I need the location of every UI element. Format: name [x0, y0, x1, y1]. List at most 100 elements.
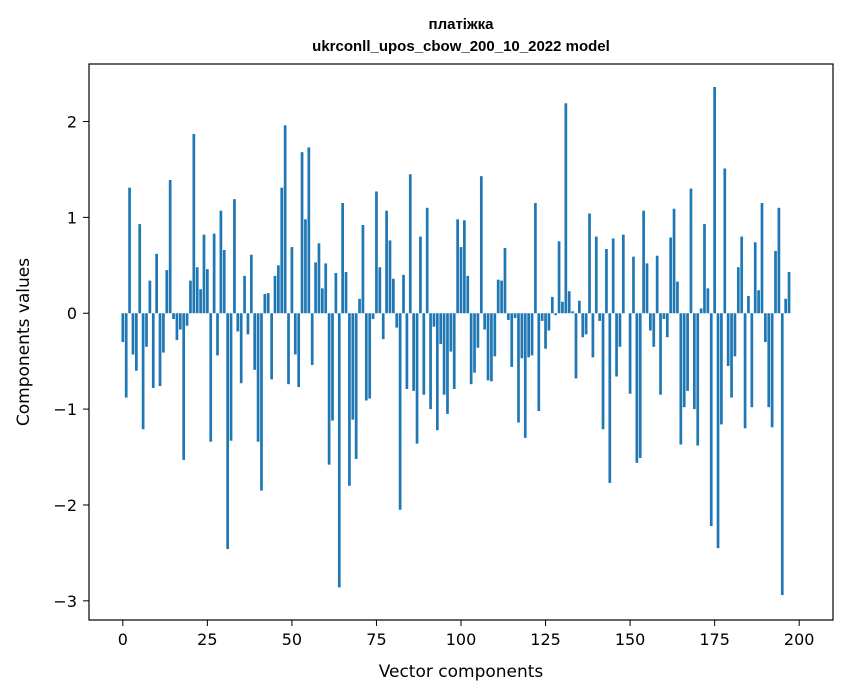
- bar-component-80: [392, 278, 395, 314]
- bar-component-139: [591, 313, 595, 358]
- bar-component-51: [293, 313, 297, 355]
- bar-component-196: [784, 298, 788, 314]
- bar-component-44: [270, 313, 273, 380]
- bar-component-52: [297, 313, 301, 388]
- bar-component-40: [256, 313, 260, 442]
- x-tick-label: 75: [366, 630, 386, 649]
- bar-component-156: [649, 313, 652, 331]
- x-tick-label: 0: [118, 630, 128, 649]
- bar-component-136: [581, 313, 585, 338]
- bar-component-18: [182, 313, 186, 460]
- bar-component-57: [314, 262, 317, 314]
- bar-component-113: [503, 248, 507, 314]
- bar-component-171: [699, 308, 703, 314]
- bar-component-175: [713, 87, 716, 314]
- bar-component-107: [483, 313, 487, 330]
- bar-component-22: [195, 267, 199, 314]
- bar-component-133: [571, 311, 574, 314]
- bar-component-190: [764, 313, 767, 342]
- chart-title-line-2: ukrconll_upos_cbow_200_10_2022 model: [312, 38, 610, 55]
- x-tick-label: 150: [615, 630, 646, 649]
- bar-component-130: [561, 301, 564, 314]
- bar-component-46: [277, 265, 280, 314]
- bar-component-63: [334, 272, 338, 314]
- bar-component-0: [121, 313, 125, 342]
- bar-component-87: [415, 313, 419, 444]
- bar-component-92: [432, 313, 436, 327]
- y-tick-label: 1: [67, 208, 77, 227]
- y-tick-label: −3: [53, 592, 77, 611]
- bar-component-193: [774, 250, 777, 314]
- y-tick-label: −1: [53, 400, 77, 419]
- y-axis-label: Components values: [14, 258, 34, 426]
- bar-component-183: [740, 236, 744, 314]
- bar-component-48: [283, 125, 287, 314]
- bar-component-27: [212, 233, 216, 314]
- bar-component-132: [567, 291, 571, 314]
- bar-component-197: [787, 272, 791, 314]
- bar-component-7: [145, 313, 148, 347]
- bar-component-101: [463, 220, 466, 314]
- bar-component-88: [419, 236, 422, 314]
- bar-component-30: [222, 249, 226, 314]
- bar-component-55: [307, 147, 311, 314]
- bar-component-2: [128, 187, 131, 314]
- x-tick-label: 50: [282, 630, 302, 649]
- bar-component-187: [753, 242, 757, 314]
- bar-component-158: [655, 255, 659, 314]
- x-axis-label: Vector components: [379, 662, 544, 682]
- bar-component-12: [162, 313, 165, 353]
- bar-component-25: [206, 269, 209, 314]
- bar-component-86: [412, 313, 416, 391]
- bar-component-131: [564, 103, 568, 314]
- y-axis-ticks: −3 −2 −1 0 1 2: [53, 113, 89, 611]
- bar-component-13: [165, 270, 169, 314]
- bar-component-143: [605, 249, 608, 314]
- bar-component-49: [287, 313, 290, 385]
- bar-component-11: [158, 313, 162, 387]
- bar-component-89: [422, 313, 426, 395]
- bar-component-45: [273, 275, 277, 314]
- bar-component-99: [456, 219, 459, 314]
- bar-component-90: [425, 207, 429, 314]
- bar-component-124: [540, 313, 544, 321]
- bar-component-37: [246, 313, 250, 335]
- bar-component-142: [601, 313, 605, 430]
- bar-component-128: [554, 313, 558, 316]
- bar-component-129: [557, 241, 561, 314]
- bar-component-79: [388, 240, 392, 314]
- bar-component-81: [395, 313, 399, 328]
- bar-component-47: [280, 187, 284, 314]
- bar-component-146: [615, 313, 618, 377]
- bar-component-104: [473, 313, 476, 373]
- bar-component-119: [523, 313, 527, 438]
- bar-component-33: [233, 199, 236, 314]
- bar-component-163: [672, 208, 676, 314]
- bar-component-83: [402, 274, 405, 314]
- bar-component-174: [709, 313, 713, 527]
- bar-component-176: [716, 313, 720, 549]
- bar-component-154: [642, 210, 645, 314]
- y-tick-label: 0: [67, 304, 77, 323]
- y-tick-label: −2: [53, 496, 77, 515]
- bar-component-93: [435, 313, 439, 431]
- bar-component-85: [408, 174, 412, 314]
- bar-component-21: [192, 133, 196, 314]
- bar-component-168: [689, 188, 693, 314]
- bar-component-137: [584, 313, 588, 335]
- bar-component-61: [327, 313, 331, 465]
- bar-component-98: [452, 313, 456, 389]
- bar-component-141: [598, 313, 602, 321]
- bar-component-94: [439, 313, 443, 344]
- bar-component-155: [645, 263, 649, 314]
- bar-component-67: [348, 313, 351, 486]
- bar-component-14: [168, 179, 172, 314]
- bar-component-164: [676, 281, 679, 314]
- bar-component-121: [530, 313, 534, 356]
- bar-component-106: [479, 176, 483, 314]
- bar-component-151: [632, 256, 635, 314]
- bar-component-184: [743, 313, 747, 429]
- bar-component-161: [665, 313, 669, 338]
- bar-component-39: [253, 313, 257, 370]
- bar-component-135: [578, 300, 581, 314]
